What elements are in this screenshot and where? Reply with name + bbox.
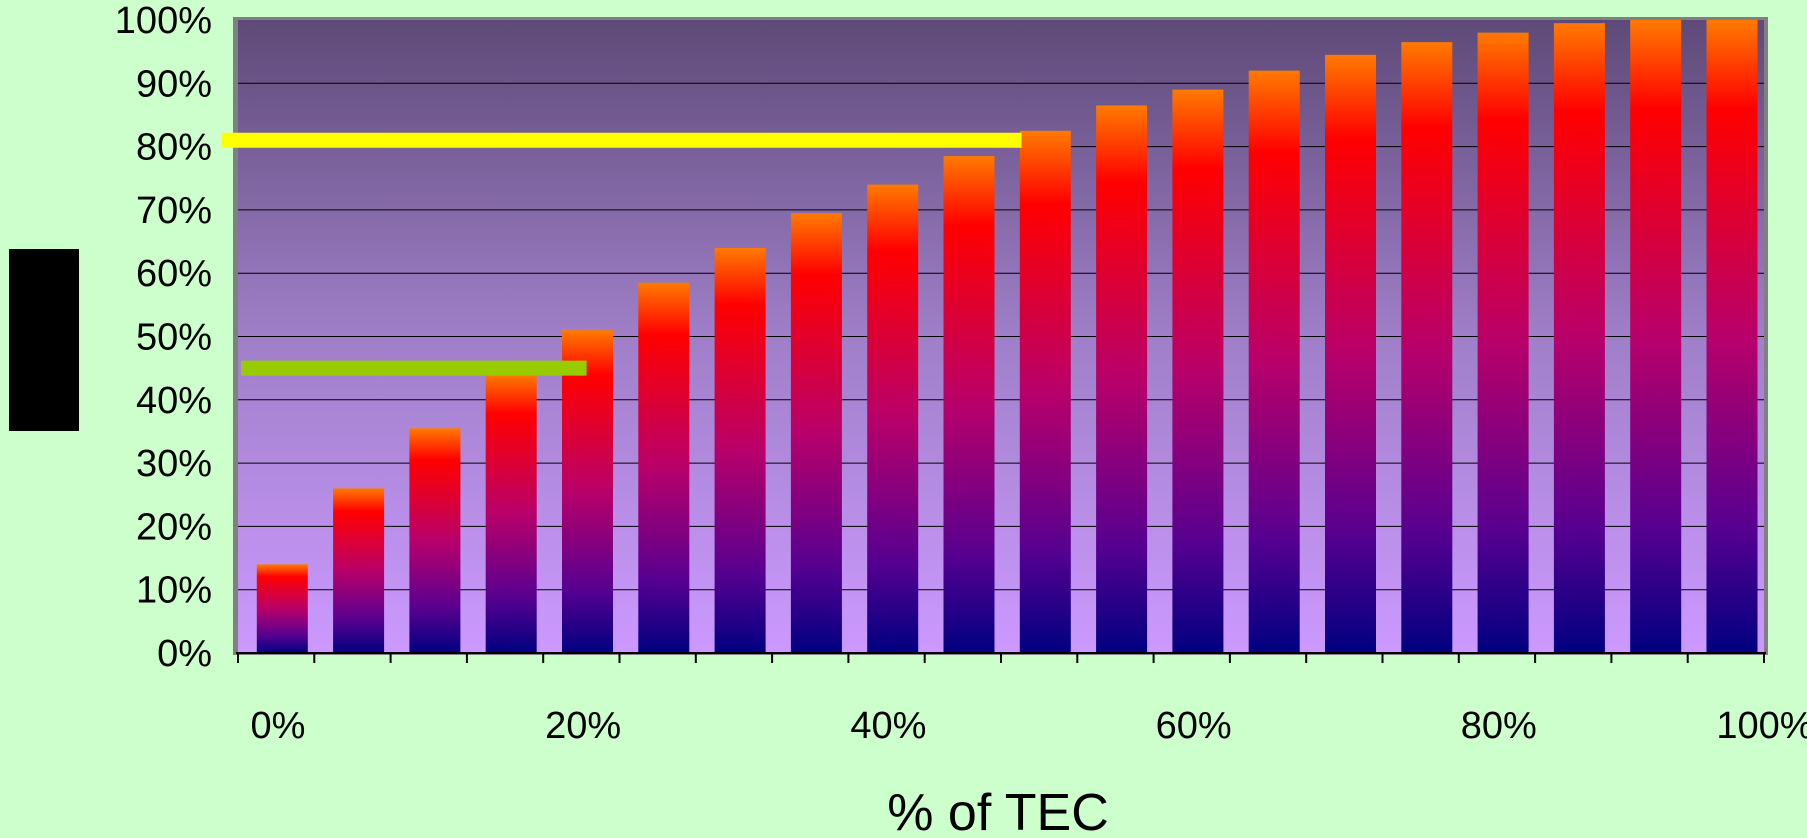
bars [256,20,1758,654]
y-tick-label: 100% [115,0,212,42]
bar [1553,23,1605,654]
x-tick-label: 20% [545,705,621,747]
y-tick-label: 40% [136,380,212,422]
bar [1325,54,1376,653]
bar [562,330,613,653]
x-tick-label: 40% [850,705,926,747]
bar [867,184,919,653]
y-tick-label: 70% [136,190,212,232]
bar [485,374,537,653]
bar [1096,105,1148,653]
y-label-box [9,249,79,431]
x-axis-ticks [237,653,1765,663]
x-axis-tick-labels: 0% 20% 40% 60% 80% 100% [251,705,1807,747]
y-tick-label: 0% [157,633,212,675]
bar [1019,130,1071,653]
bar [333,488,385,653]
y-axis-tick-labels: 0% 10% 20% 30% 40% 50% 60% 70% 80% 90% 100% [115,0,212,675]
y-tick-label: 30% [136,443,212,485]
y-tick-label: 10% [136,570,212,612]
x-tick-label: 100% [1716,705,1807,747]
bar [943,156,995,653]
bar [256,564,308,653]
bar [1706,20,1758,653]
x-tick-label: 80% [1461,705,1537,747]
bar [790,213,842,653]
bar [1477,32,1529,654]
bar [638,282,690,653]
y-tick-label: 50% [136,317,212,359]
y-tick-label: 80% [136,127,212,169]
bar [1630,20,1682,653]
x-tick-label: 60% [1156,705,1232,747]
y-tick-label: 60% [136,253,212,295]
y-tick-label: 20% [136,506,212,548]
bar [1401,42,1453,653]
reference-lines [222,132,1022,376]
bar [1172,89,1224,653]
x-axis-title: % of TEC [887,784,1109,838]
y-tick-label: 90% [136,63,212,105]
bar [714,247,766,653]
x-tick-label: 0% [251,705,306,747]
bar [409,428,461,653]
bar [1248,70,1300,653]
